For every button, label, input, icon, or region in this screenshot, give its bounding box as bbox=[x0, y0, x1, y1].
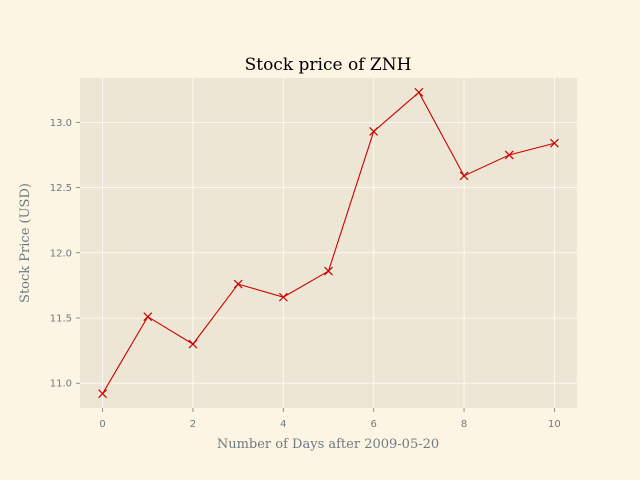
y-tick-label: 12.5 bbox=[50, 183, 72, 194]
data-point-marker bbox=[98, 389, 108, 399]
y-tick-label: 11.0 bbox=[50, 379, 72, 390]
y-tick-label: 11.5 bbox=[50, 314, 72, 325]
grid-lines bbox=[80, 78, 577, 408]
marker-stroke bbox=[549, 138, 559, 148]
x-tick-label: 0 bbox=[99, 419, 105, 430]
marker-stroke bbox=[369, 127, 379, 136]
x-tick-label: 6 bbox=[370, 419, 376, 430]
x-tick-label: 2 bbox=[190, 419, 196, 430]
series-layer bbox=[98, 87, 559, 399]
data-point-marker bbox=[324, 266, 333, 276]
x-tick-label: 8 bbox=[461, 419, 467, 430]
marker-stroke bbox=[143, 312, 153, 322]
y-tick-label: 13.0 bbox=[50, 118, 72, 129]
data-point-marker bbox=[414, 87, 424, 97]
chart-title: Stock price of ZNH bbox=[245, 55, 412, 75]
y-tick-label: 12.0 bbox=[50, 248, 72, 259]
marker-stroke bbox=[324, 266, 333, 276]
data-point-marker bbox=[549, 138, 559, 148]
data-point-marker bbox=[143, 312, 153, 322]
data-point-marker bbox=[233, 279, 243, 289]
marker-stroke bbox=[459, 171, 469, 181]
data-point-marker bbox=[504, 150, 514, 160]
marker-stroke bbox=[278, 292, 288, 302]
marker-stroke bbox=[414, 87, 424, 97]
axis-ticks: 0 2 4 6 8 10 11.0 11.5 12.0 12.5 13.0 bbox=[50, 118, 561, 430]
x-tick-label: 10 bbox=[548, 419, 561, 430]
plot-area bbox=[80, 78, 577, 408]
data-point-marker bbox=[369, 127, 379, 136]
data-point-marker bbox=[278, 292, 288, 302]
y-axis-label: Stock Price (USD) bbox=[18, 183, 33, 303]
data-point-marker bbox=[459, 171, 469, 181]
x-tick-label: 4 bbox=[280, 419, 286, 430]
marker-stroke bbox=[98, 389, 108, 399]
x-axis-label: Number of Days after 2009-05-20 bbox=[217, 437, 439, 452]
marker-stroke bbox=[504, 150, 514, 160]
marker-stroke bbox=[188, 339, 198, 349]
data-point-marker bbox=[188, 339, 198, 349]
marker-stroke bbox=[233, 279, 243, 289]
